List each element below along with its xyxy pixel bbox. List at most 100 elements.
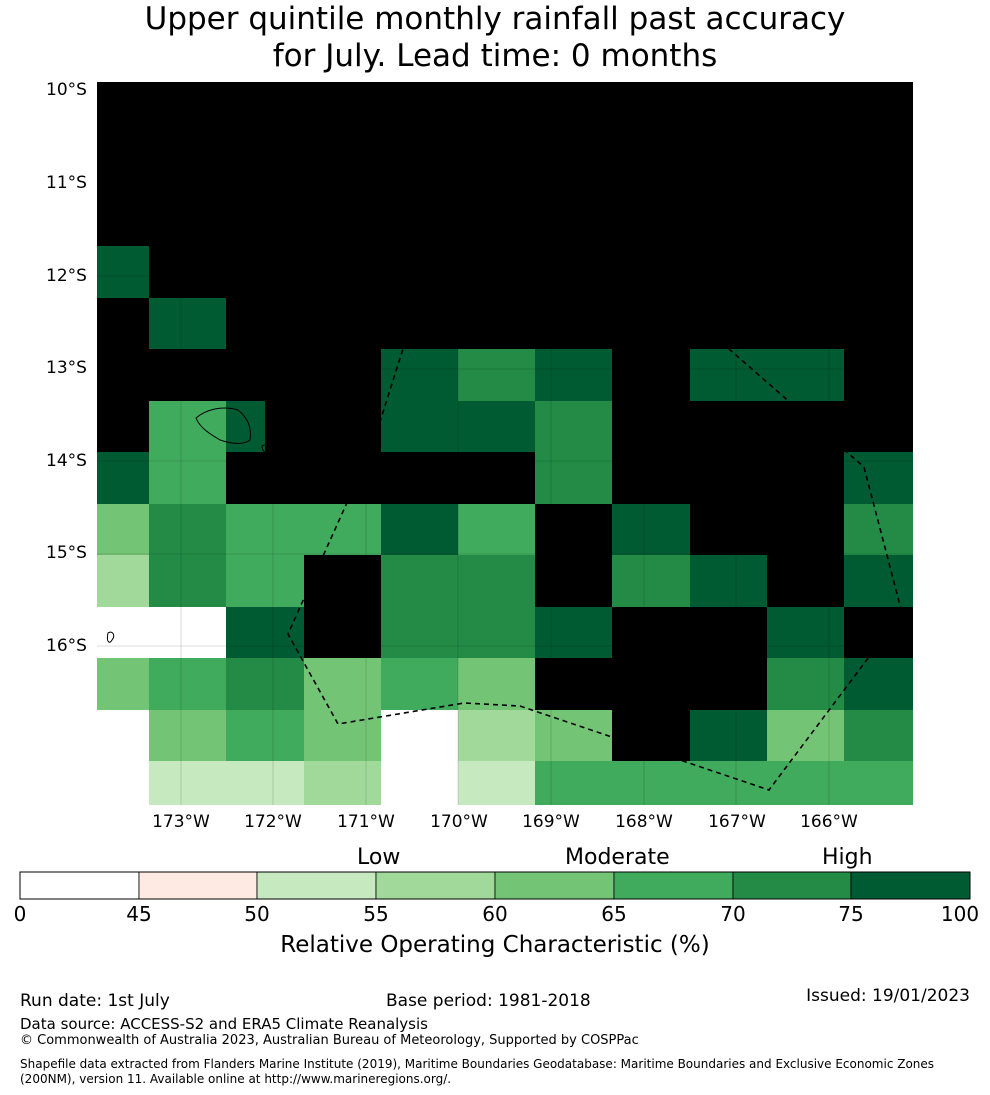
map-cell bbox=[381, 710, 419, 761]
map-cell bbox=[149, 555, 188, 607]
map-cell bbox=[497, 710, 535, 761]
map-cell bbox=[535, 504, 574, 555]
lon-label-172w: 172°W bbox=[244, 812, 302, 832]
map-cell bbox=[265, 761, 304, 805]
map-cell bbox=[381, 761, 419, 805]
map-cell bbox=[497, 607, 535, 658]
map-cell bbox=[97, 658, 149, 710]
map-cell bbox=[690, 298, 767, 349]
map-cell bbox=[304, 504, 342, 555]
map-cell bbox=[612, 452, 651, 504]
map-cell bbox=[728, 607, 767, 658]
map-cell bbox=[226, 555, 265, 607]
map-cell bbox=[767, 349, 844, 401]
map-cell bbox=[381, 607, 419, 658]
map-cell bbox=[574, 761, 612, 805]
colorbar-bin bbox=[732, 871, 852, 900]
map-cell bbox=[535, 555, 574, 607]
map-cell bbox=[419, 658, 458, 710]
map-cell bbox=[97, 401, 149, 452]
base-period: Base period: 1981-2018 bbox=[386, 991, 591, 1011]
map-cell bbox=[304, 246, 342, 298]
map-cell bbox=[304, 607, 342, 658]
map-cell bbox=[574, 607, 612, 658]
map-cell bbox=[419, 710, 458, 761]
map-cell bbox=[535, 195, 574, 246]
map-cell bbox=[844, 555, 913, 607]
map-cell bbox=[458, 195, 497, 246]
map-cell bbox=[265, 710, 304, 761]
map-cell bbox=[651, 710, 690, 761]
colorbar-tick-0: 0 bbox=[13, 902, 27, 926]
map-title-line2: for July. Lead time: 0 months bbox=[272, 38, 718, 74]
map-cell bbox=[535, 761, 574, 805]
map-cell bbox=[97, 246, 149, 298]
map-cell bbox=[149, 658, 188, 710]
map-cell bbox=[651, 761, 690, 805]
map-cell bbox=[497, 82, 535, 143]
run-date: Run date: 1st July bbox=[20, 991, 170, 1011]
map-cell bbox=[304, 349, 342, 401]
island-manua-1 bbox=[483, 475, 493, 481]
map-gridlines bbox=[97, 82, 913, 805]
map-cell bbox=[188, 658, 226, 710]
map-cell bbox=[149, 195, 188, 246]
map-cell bbox=[458, 761, 497, 805]
map-cell bbox=[497, 658, 535, 710]
map-cell bbox=[574, 452, 612, 504]
map-cell bbox=[458, 504, 497, 555]
map-cell bbox=[226, 761, 265, 805]
map-cell bbox=[651, 349, 690, 401]
map-cell bbox=[574, 82, 612, 143]
map-cell bbox=[690, 452, 767, 504]
map-cell bbox=[651, 452, 690, 504]
map-cell bbox=[612, 555, 651, 607]
map-cell bbox=[690, 246, 767, 298]
map-cell bbox=[728, 504, 767, 555]
map-cell bbox=[226, 504, 265, 555]
map-cell bbox=[265, 658, 304, 710]
map-cell bbox=[844, 658, 913, 710]
map-cell bbox=[651, 607, 690, 658]
map-cell bbox=[149, 401, 188, 452]
island-upolu-savaii bbox=[195, 407, 251, 444]
island-swains bbox=[107, 631, 115, 643]
map-cell bbox=[188, 710, 226, 761]
map-cell bbox=[535, 401, 574, 452]
map-cell bbox=[612, 658, 651, 710]
map-cell bbox=[690, 349, 767, 401]
map-cell bbox=[381, 401, 419, 452]
map-cell bbox=[458, 607, 497, 658]
map-cell bbox=[149, 452, 188, 504]
map-cell bbox=[612, 401, 651, 452]
map-cell bbox=[728, 761, 767, 805]
map-title-line1: Upper quintile monthly rainfall past acc… bbox=[144, 1, 846, 37]
map-cell bbox=[844, 349, 913, 401]
map-cell bbox=[458, 246, 497, 298]
map-cell bbox=[767, 555, 805, 607]
map-cell bbox=[574, 143, 612, 195]
map-cell bbox=[97, 710, 149, 761]
colorbar-tick-75: 75 bbox=[838, 902, 864, 926]
map-cell bbox=[612, 761, 651, 805]
lat-label-11s: 11°S bbox=[46, 173, 87, 193]
map-cell bbox=[265, 349, 304, 401]
map-cell bbox=[265, 195, 304, 246]
colorbar-tick-55: 55 bbox=[363, 902, 389, 926]
lon-label-167w: 167°W bbox=[708, 812, 766, 832]
colorbar-level-low: Low bbox=[357, 845, 401, 870]
lon-label-169w: 169°W bbox=[522, 812, 580, 832]
map-cell bbox=[767, 246, 913, 298]
map-cell bbox=[535, 607, 574, 658]
map-cell bbox=[97, 504, 149, 555]
colorbar-bin bbox=[850, 871, 971, 900]
map-cell bbox=[342, 658, 381, 710]
map-cell bbox=[149, 761, 188, 805]
map-cell bbox=[805, 555, 844, 607]
map-cell bbox=[304, 658, 342, 710]
map-cell bbox=[381, 298, 419, 349]
map-cell bbox=[381, 195, 419, 246]
island-tutuila bbox=[377, 485, 405, 495]
map-cell bbox=[844, 607, 913, 658]
map-cell bbox=[188, 555, 226, 607]
